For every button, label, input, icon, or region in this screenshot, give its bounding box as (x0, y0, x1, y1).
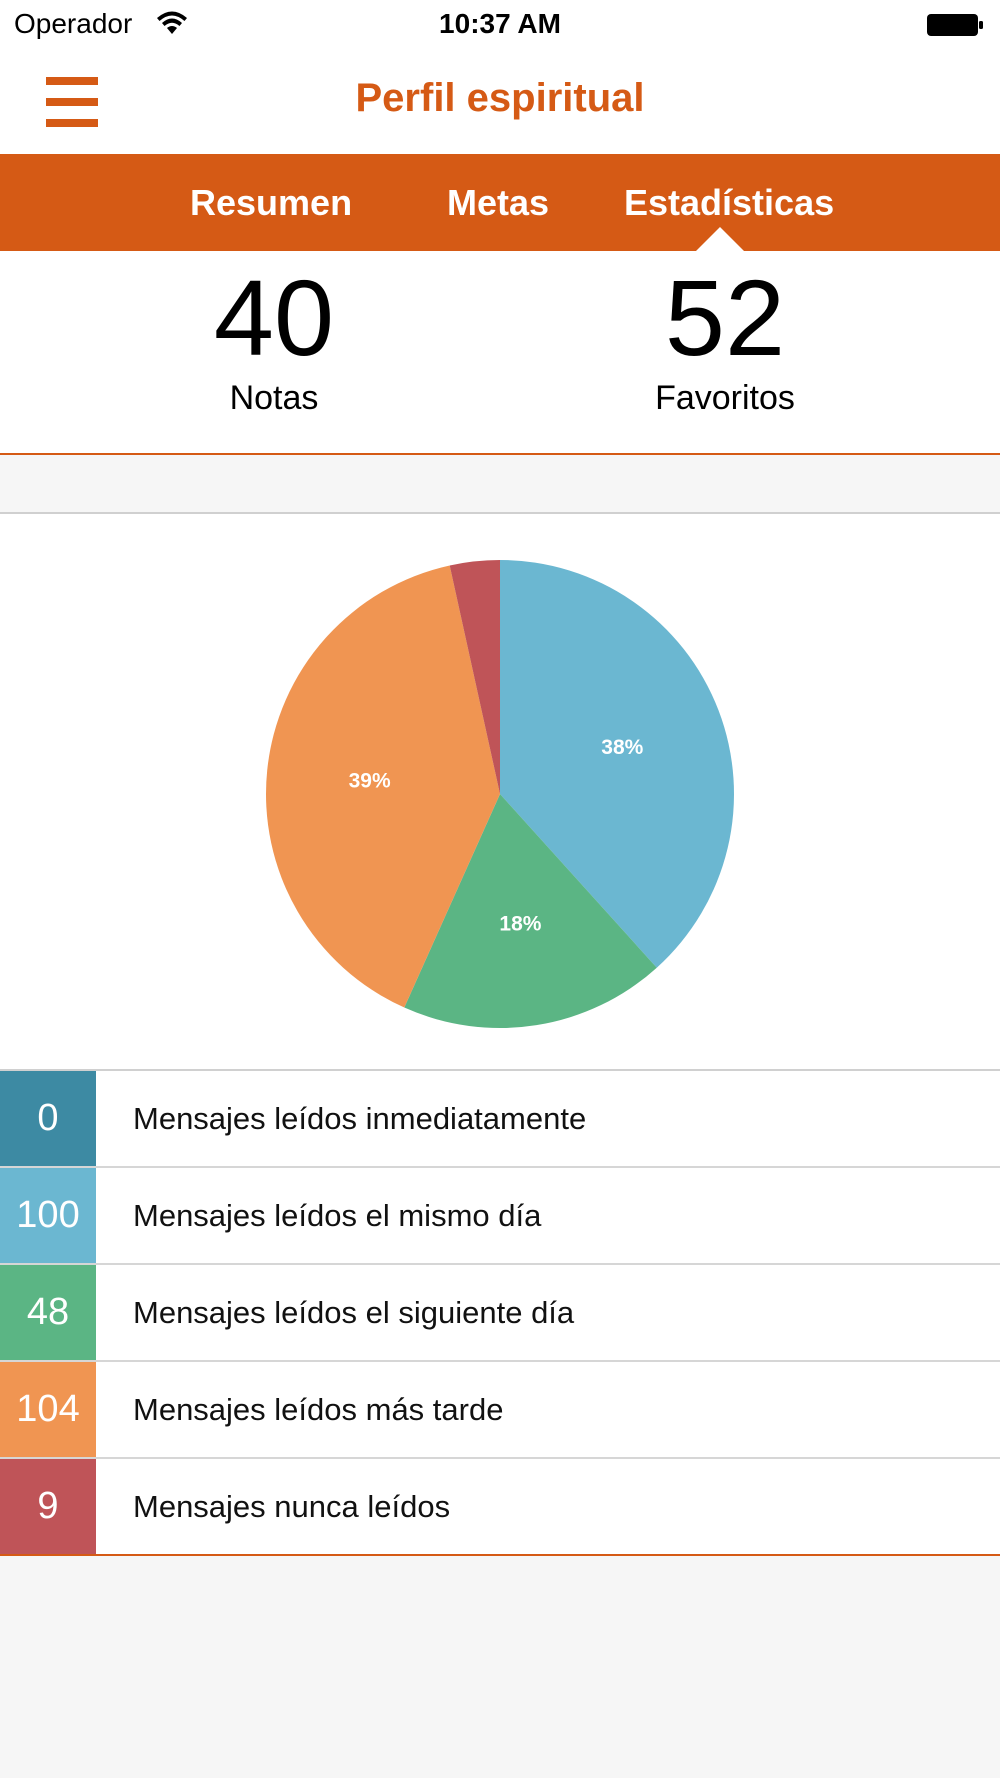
tab-metas[interactable]: Metas (447, 182, 550, 223)
battery-icon (927, 14, 983, 36)
pie-slice (500, 560, 735, 968)
pie-chart: 38% 18% 39% (266, 560, 735, 1028)
favorites-counter[interactable]: 52 Favoritos (575, 259, 875, 418)
status-bar: Operador 10:37 AM (0, 0, 1000, 50)
legend-count: 48 (0, 1265, 96, 1360)
legend-row: 0 Mensajes leídos inmediatamente (0, 1071, 1000, 1168)
notes-count: 40 (213, 257, 335, 378)
favorites-count: 52 (664, 257, 786, 378)
page-title: Perfil espiritual (355, 76, 645, 120)
pie-slice (404, 794, 657, 1028)
pie-slice (266, 565, 500, 1008)
hamburger-menu-icon[interactable] (46, 77, 98, 127)
pie-slice-label: 38% (601, 736, 643, 759)
pie-slice-label: 18% (499, 912, 541, 935)
legend-label: Mensajes leídos inmediatamente (133, 1101, 587, 1136)
legend-label: Mensajes leídos el siguiente día (133, 1295, 575, 1330)
legend-row: 9 Mensajes nunca leídos (0, 1459, 1000, 1554)
legend-label: Mensajes leídos el mismo día (133, 1198, 542, 1233)
notes-counter[interactable]: 40 Notas (124, 259, 424, 418)
chart-panel: 38% 18% 39% (0, 512, 1000, 1071)
pie-slice (449, 560, 500, 794)
chart-legend: 0 Mensajes leídos inmediatamente 100 Men… (0, 1069, 1000, 1556)
legend-row: 100 Mensajes leídos el mismo día (0, 1168, 1000, 1265)
favorites-label: Favoritos (655, 379, 795, 417)
wifi-icon (157, 11, 187, 34)
pie-slice-label: 39% (349, 770, 391, 793)
status-time: 10:37 AM (439, 8, 561, 39)
notes-label: Notas (229, 379, 319, 417)
legend-row: 48 Mensajes leídos el siguiente día (0, 1265, 1000, 1362)
legend-row: 104 Mensajes leídos más tarde (0, 1362, 1000, 1459)
legend-label: Mensajes nunca leídos (133, 1489, 451, 1524)
legend-count: 9 (0, 1459, 96, 1554)
counters-panel: 40 Notas 52 Favoritos (0, 251, 1000, 455)
legend-count: 0 (0, 1071, 96, 1166)
selected-tab-indicator (696, 227, 744, 251)
legend-count: 104 (0, 1362, 96, 1457)
carrier-name: Operador (14, 8, 133, 39)
tab-estadisticas[interactable]: Estadísticas (624, 182, 835, 223)
legend-label: Mensajes leídos más tarde (133, 1392, 504, 1427)
tab-resumen[interactable]: Resumen (190, 182, 353, 223)
tab-bar: Resumen Metas Estadísticas (0, 154, 1000, 251)
navigation-bar: Perfil espiritual (0, 50, 1000, 154)
legend-count: 100 (0, 1168, 96, 1263)
